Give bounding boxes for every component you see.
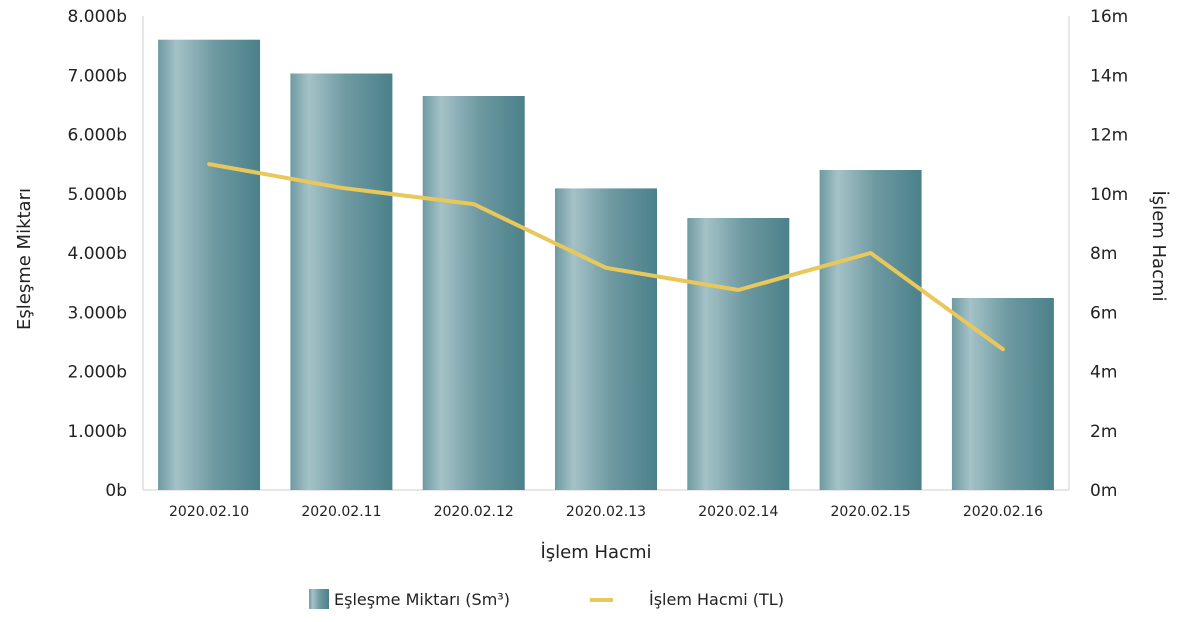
y-tick-label: 2.000b <box>68 363 127 383</box>
y2-tick-label: 2m <box>1090 422 1117 442</box>
legend-bar-swatch <box>309 589 329 609</box>
bar-2020.02.16 <box>952 298 1054 490</box>
bar-2020.02.11 <box>290 74 392 491</box>
bar-2020.02.12 <box>423 96 525 490</box>
legend-bar-label: Eşleşme Miktarı (Sm³) <box>334 590 510 609</box>
x-axis-title: İşlem Hacmi <box>540 542 651 563</box>
y2-tick-label: 16m <box>1090 7 1128 27</box>
y-tick-label: 0b <box>105 481 127 501</box>
y-tick-label: 6.000b <box>68 126 127 146</box>
bar-2020.02.10 <box>158 40 260 490</box>
x-tick-label: 2020.02.16 <box>963 504 1043 520</box>
y2-tick-label: 4m <box>1090 363 1117 383</box>
y2-tick-label: 12m <box>1090 126 1128 146</box>
y-tick-label: 1.000b <box>68 422 127 442</box>
y2-tick-label: 8m <box>1090 244 1117 264</box>
bar-series <box>158 40 1054 490</box>
y2-axis-title: İşlem Hacmi <box>1148 190 1169 301</box>
bar-2020.02.15 <box>820 170 922 490</box>
y-tick-label: 3.000b <box>68 303 127 323</box>
legend-line-label: İşlem Hacmi (TL) <box>649 590 784 609</box>
y-tick-label: 8.000b <box>68 7 127 27</box>
x-tick-label: 2020.02.13 <box>566 504 646 520</box>
x-tick-label: 2020.02.14 <box>698 504 778 520</box>
y2-tick-label: 14m <box>1090 66 1128 86</box>
x-tick-label: 2020.02.10 <box>169 504 249 520</box>
y-tick-label: 4.000b <box>68 244 127 264</box>
y-axis-title: Eşleşme Miktarı <box>14 188 35 330</box>
y2-tick-label: 10m <box>1090 185 1128 205</box>
y2-tick-label: 6m <box>1090 303 1117 323</box>
x-tick-label: 2020.02.15 <box>831 504 911 520</box>
bar-2020.02.14 <box>687 218 789 490</box>
bar-2020.02.13 <box>555 188 657 490</box>
x-tick-label: 2020.02.11 <box>301 504 381 520</box>
legend: Eşleşme Miktarı (Sm³) İşlem Hacmi (TL) <box>309 589 784 609</box>
y-tick-label: 5.000b <box>68 185 127 205</box>
x-tick-label: 2020.02.12 <box>434 504 514 520</box>
y2-tick-label: 0m <box>1090 481 1117 501</box>
y-tick-label: 7.000b <box>68 66 127 86</box>
